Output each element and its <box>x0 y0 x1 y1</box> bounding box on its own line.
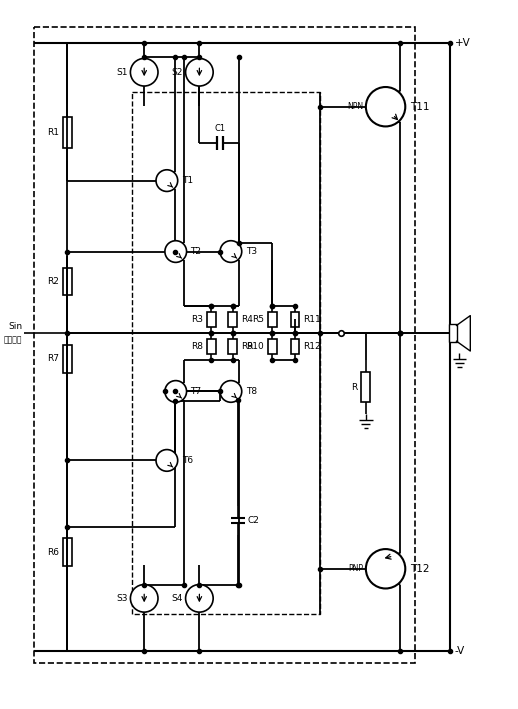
Text: T1: T1 <box>182 176 193 185</box>
Circle shape <box>165 241 186 262</box>
Circle shape <box>185 584 213 612</box>
Text: R1: R1 <box>47 128 59 137</box>
Circle shape <box>165 381 186 402</box>
Circle shape <box>366 549 405 588</box>
Bar <box>63 267 72 295</box>
Text: R7: R7 <box>47 354 59 364</box>
Text: S1: S1 <box>116 68 127 77</box>
Text: R11: R11 <box>304 315 321 324</box>
Text: R6: R6 <box>47 547 59 557</box>
Bar <box>63 539 72 566</box>
Bar <box>207 312 215 327</box>
Text: C2: C2 <box>248 516 260 525</box>
Bar <box>449 325 456 342</box>
Bar <box>268 340 277 354</box>
Bar <box>291 340 299 354</box>
Circle shape <box>131 584 158 612</box>
Text: -V: -V <box>454 646 465 656</box>
Bar <box>207 340 215 354</box>
Text: R4: R4 <box>241 315 253 324</box>
Text: S4: S4 <box>171 594 183 603</box>
Text: T8: T8 <box>246 387 257 396</box>
Text: R5: R5 <box>252 315 264 324</box>
Text: S2: S2 <box>171 68 183 77</box>
Circle shape <box>220 381 242 402</box>
Circle shape <box>131 58 158 86</box>
Text: R12: R12 <box>304 342 321 351</box>
Circle shape <box>156 169 178 191</box>
Text: R8: R8 <box>191 342 203 351</box>
Circle shape <box>220 241 242 262</box>
Text: S3: S3 <box>116 594 127 603</box>
Bar <box>291 312 299 327</box>
Bar <box>228 340 237 354</box>
Bar <box>34 27 415 664</box>
Text: T11: T11 <box>410 101 430 112</box>
Text: T7: T7 <box>191 387 202 396</box>
Bar <box>133 92 320 614</box>
Text: 电压放大: 电压放大 <box>4 336 22 345</box>
Text: R9: R9 <box>241 342 253 351</box>
Circle shape <box>185 58 213 86</box>
Text: T2: T2 <box>191 247 202 256</box>
Text: T6: T6 <box>182 456 193 465</box>
Text: PNP: PNP <box>348 564 363 574</box>
Text: T3: T3 <box>246 247 257 256</box>
Text: C1: C1 <box>214 124 226 133</box>
Bar <box>63 345 72 373</box>
Text: R2: R2 <box>47 277 59 286</box>
Bar <box>268 312 277 327</box>
Text: +V: +V <box>454 38 470 48</box>
Text: R10: R10 <box>246 342 264 351</box>
Bar <box>63 116 72 148</box>
Text: Sin: Sin <box>8 322 22 331</box>
Text: NPN: NPN <box>347 102 363 111</box>
Bar <box>362 372 370 402</box>
Circle shape <box>156 450 178 471</box>
Text: R3: R3 <box>191 315 203 324</box>
Circle shape <box>366 87 405 126</box>
Text: R: R <box>351 383 357 391</box>
Bar <box>228 312 237 327</box>
Text: T12: T12 <box>410 564 430 574</box>
